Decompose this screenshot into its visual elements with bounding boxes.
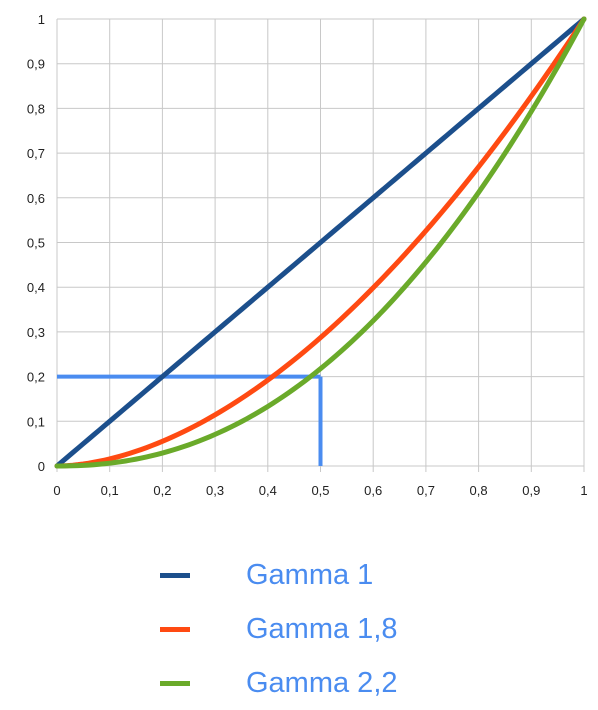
y-tick-label: 0,7 — [27, 146, 45, 161]
legend-swatch-gamma-1 — [160, 572, 190, 578]
x-tick-label: 0,9 — [522, 483, 540, 498]
legend-item-gamma-1: Gamma 1 — [160, 548, 398, 602]
legend: Gamma 1 Gamma 1,8 Gamma 2,2 — [160, 548, 398, 710]
x-tick-label: 0,8 — [470, 483, 488, 498]
x-tick-label: 0 — [53, 483, 60, 498]
x-tick-label: 0,7 — [417, 483, 435, 498]
legend-item-gamma-1-8: Gamma 1,8 — [160, 602, 398, 656]
x-axis-ticks: 0 0,1 0,2 0,3 0,4 0,5 0,6 0,7 0,8 0,9 1 — [53, 483, 587, 498]
x-tick-label: 0,3 — [206, 483, 224, 498]
x-tick-label: 0,1 — [101, 483, 119, 498]
legend-label-gamma-2-2: Gamma 2,2 — [246, 666, 398, 699]
y-tick-label: 0,6 — [27, 191, 45, 206]
series-lines — [54, 16, 587, 469]
x-tick-label: 0,5 — [311, 483, 329, 498]
y-tick-label: 0,2 — [27, 370, 45, 385]
gamma-chart: 0 0,1 0,2 0,3 0,4 0,5 0,6 0,7 0,8 0,9 1 0 0,1 0,2 0,3… — [27, 12, 588, 498]
y-tick-label: 0,3 — [27, 325, 45, 340]
legend-swatch-gamma-1-8 — [160, 626, 190, 632]
legend-swatch-gamma-2-2 — [160, 680, 190, 686]
y-tick-label: 0,9 — [27, 57, 45, 72]
series-line-gamma-2-2 — [54, 16, 587, 469]
y-tick-label: 1 — [38, 12, 45, 27]
series-line-gamma-1-8 — [54, 16, 587, 469]
series-line-gamma-1 — [54, 16, 587, 469]
y-tick-label: 0,5 — [27, 236, 45, 251]
y-axis-ticks: 0 0,1 0,2 0,3 0,4 0,5 0,6 0,7 0,8 0,9 1 — [27, 12, 45, 474]
y-tick-label: 0,4 — [27, 280, 45, 295]
legend-item-gamma-2-2: Gamma 2,2 — [160, 656, 398, 710]
x-tick-label: 0,6 — [364, 483, 382, 498]
y-tick-label: 0 — [38, 459, 45, 474]
y-tick-label: 0,1 — [27, 414, 45, 429]
y-tick-label: 0,8 — [27, 101, 45, 116]
x-tick-label: 1 — [580, 483, 587, 498]
legend-label-gamma-1-8: Gamma 1,8 — [246, 612, 398, 645]
legend-label-gamma-1: Gamma 1 — [246, 558, 374, 591]
x-tick-label: 0,2 — [153, 483, 171, 498]
x-tick-label: 0,4 — [259, 483, 277, 498]
